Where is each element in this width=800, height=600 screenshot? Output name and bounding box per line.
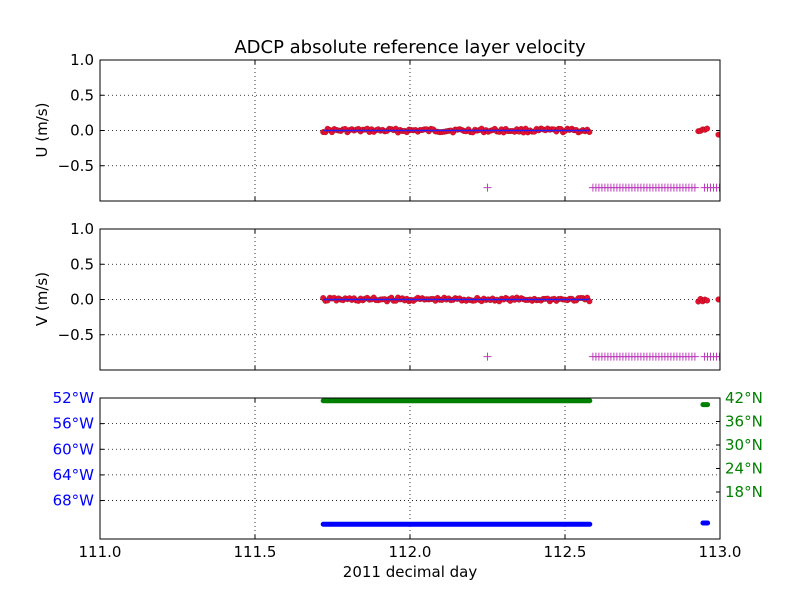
plus-marker [483, 352, 492, 361]
latitude-tick-label: 18°N [725, 483, 763, 501]
y-tick-label: 0.5 [70, 255, 94, 273]
y-tick-label: 0.5 [70, 86, 94, 104]
y-tick-label: 1.0 [70, 51, 94, 69]
series-plus [483, 183, 720, 192]
panel-frame-2 [99, 228, 721, 371]
x-tick-label: 112.0 [389, 543, 432, 561]
latitude-tick-label: 24°N [725, 460, 763, 478]
panel-data-3 [320, 398, 711, 527]
x-tick-label: 111.0 [79, 543, 122, 561]
series-thick [320, 520, 711, 527]
chart-title: ADCP absolute reference layer velocity [234, 37, 586, 58]
latitude-tick-label: 42°N [725, 389, 763, 407]
plus-marker [690, 352, 699, 361]
y-tick-label: −0.5 [58, 326, 94, 344]
plus-marker [690, 183, 699, 192]
series-plus [483, 352, 720, 361]
y-tick-label: 0.0 [70, 122, 94, 140]
u-axis-label: U (m/s) [33, 103, 51, 158]
panel-1: 1.0 0.5 0.0 −0.5 [58, 51, 721, 202]
x-axis-label: 2011 decimal day [343, 563, 478, 581]
latitude-tick-label: 36°N [725, 413, 763, 431]
longitude-tick-label: 56°W [53, 415, 95, 433]
latitude-tick-label: 30°N [725, 436, 763, 454]
x-tick-label: 112.5 [544, 543, 587, 561]
panel-data-1 [320, 125, 720, 192]
y-tick-label: 1.0 [70, 220, 94, 238]
data-point [715, 296, 720, 303]
longitude-tick-label: 52°W [53, 389, 95, 407]
v-axis-label: V (m/s) [33, 272, 51, 326]
plus-marker [483, 183, 492, 192]
longitude-tick-label: 68°W [53, 492, 95, 510]
panel-data-2 [320, 294, 720, 361]
x-tick-label: 113.0 [699, 543, 742, 561]
data-point [704, 125, 711, 132]
y-tick-label: 0.0 [70, 291, 94, 309]
panel-2: 1.0 0.5 0.0 −0.5 [58, 220, 721, 371]
series-thick [320, 398, 711, 408]
data-point [704, 297, 711, 304]
y-tick-label: −0.5 [58, 157, 94, 175]
panel-frame-1 [99, 59, 721, 202]
longitude-tick-label: 64°W [53, 466, 95, 484]
longitude-tick-label: 60°W [53, 440, 95, 458]
x-tick-label: 111.5 [234, 543, 277, 561]
panel-frame-3 [99, 397, 721, 540]
plot-area-3 [100, 398, 720, 539]
data-point [715, 131, 720, 138]
panel-3: 52°W 56°W 60°W 64°W 68°W 42°N 36°N 30°N 24°N 18°N… [53, 389, 763, 561]
